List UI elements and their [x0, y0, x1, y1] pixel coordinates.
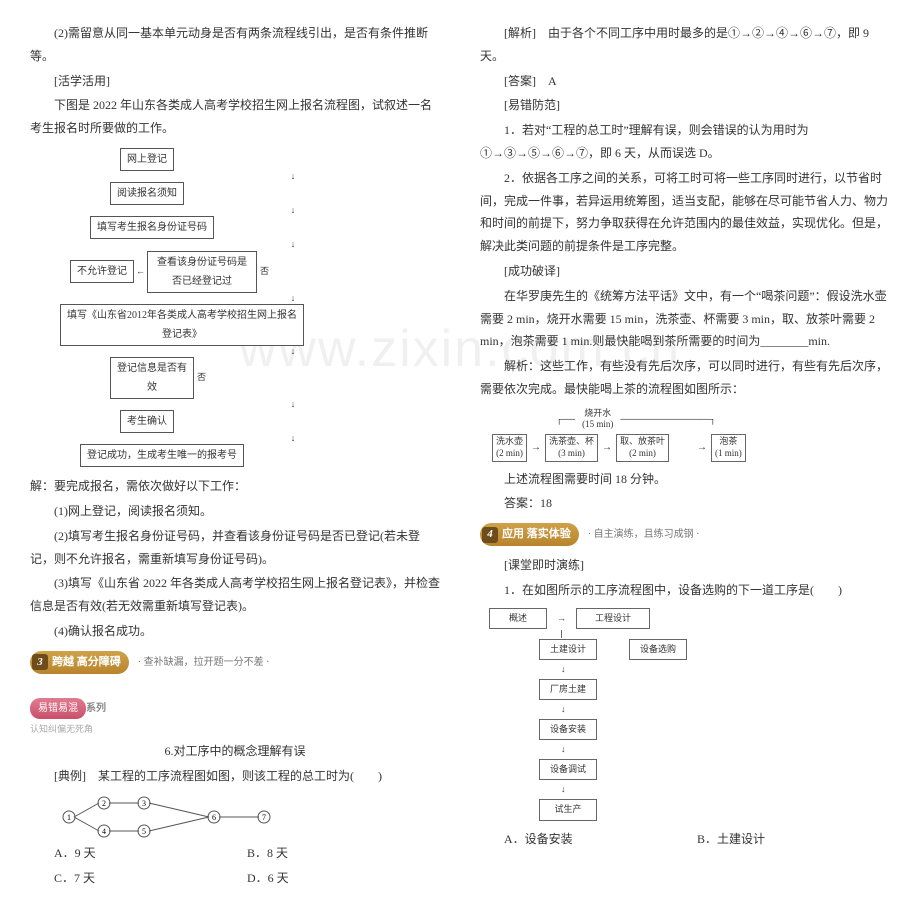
badge-number: 3: [32, 654, 48, 670]
right-column: [解析] 由于各个不同工序中用时最多的是①→②→④→⑥→⑦，即 9 天。 [答案…: [480, 20, 890, 891]
svg-text:3: 3: [142, 799, 146, 808]
badge-title: 应用: [502, 524, 524, 545]
choice-a[interactable]: A．设备安装: [504, 828, 697, 851]
badge-title: 跨越: [52, 652, 74, 673]
pill-series-label: 系列: [86, 703, 106, 714]
tea-answer: 答案：18: [480, 492, 890, 515]
solution-step: (1)网上登记，阅读报名须知。: [30, 500, 440, 523]
choice-b[interactable]: B．8 天: [247, 842, 440, 865]
flow-node: 设备调试: [539, 759, 597, 780]
svg-text:1: 1: [67, 813, 71, 822]
process-graph: 1 2 3 4 5 6 7: [54, 793, 440, 835]
section-badge-4: 4 应用 落实体验 · 自主演练，且练习成钢 ·: [480, 517, 890, 552]
mistake-2: 2．依据各工序之间的关系，可将工时可将一些工序同时进行，以节省时间，完成一件事，…: [480, 167, 890, 258]
solution-step: (3)填写《山东省 2022 年各类成人高考学校招生网上报名登记表》，并检查信息…: [30, 572, 440, 618]
question-6-title: 6.对工序中的概念理解有误: [30, 740, 440, 763]
para-2: (2)需留意从同一基本单元动身是否有两条流程线引出，是否有条件推断等。: [30, 22, 440, 68]
solution-step: (2)填写考生报名身份证号码，并查看该身份证号码是否已登记(若未登记，则不允许报…: [30, 525, 440, 571]
para-question: 下图是 2022 年山东各类成人高考学校招生网上报名流程图，试叙述一名考生报名时…: [30, 94, 440, 140]
example-question: [典例] 某工程的工序流程图如图，则该工程的总工时为( ): [30, 765, 440, 788]
analysis: [解析] 由于各个不同工序中用时最多的是①→②→④→⑥→⑦，即 9 天。: [480, 22, 890, 68]
badge-subtitle: 落实体验: [527, 524, 571, 545]
tea-node: 洗水壶(2 min): [492, 434, 527, 461]
svg-text:4: 4: [102, 827, 106, 836]
choice-d[interactable]: D．6 天: [247, 867, 440, 890]
equipment-flowchart: 概述 → 工程设计 土建设计 设备选购 ↓ 厂房土建 ↓ 设备安装 ↓ 设备: [489, 608, 890, 821]
solution-intro: 解：要完成报名，需依次做好以下工作：: [30, 475, 440, 498]
flow-node: 考生确认: [120, 410, 174, 433]
section-success: [成功破译]: [480, 260, 890, 283]
answer: [答案] A: [480, 70, 890, 93]
pill-label: 易错易混: [30, 698, 86, 719]
tea-node: 泡茶(1 min): [711, 434, 746, 461]
two-column-layout: (2)需留意从同一基本单元动身是否有两条流程线引出，是否有条件推断等。 [活学活…: [30, 20, 890, 891]
pill-row: 易错易混系列 认知纠偏无死角: [30, 692, 440, 738]
flow-node: 概述: [489, 608, 547, 629]
tea-node: 取、放茶叶(2 min): [616, 434, 669, 461]
svg-text:6: 6: [212, 813, 216, 822]
registration-flowchart: 网上登记 ↓ 阅读报名须知 ↓ 填写考生报名身份证号码 ↓ 不允许登记 ← 查看…: [70, 148, 440, 467]
section-badge-3: 3 跨越 高分障碍 · 查补缺漏，拉开题一分不差 ·: [30, 645, 440, 680]
flow-node: 阅读报名须知: [110, 182, 184, 205]
arrow-icon: →: [531, 438, 541, 457]
tea-node: 烧开水(15 min): [579, 407, 616, 432]
flow-node: 设备安装: [539, 719, 597, 740]
pill-subline: 认知纠偏无死角: [30, 721, 440, 738]
section-huoxue: [活学活用]: [30, 70, 440, 93]
flow-node: 厂房土建: [539, 679, 597, 700]
tea-result: 上述流程图需要时间 18 分钟。: [480, 468, 890, 491]
flow-edge-label: 否: [260, 263, 269, 280]
flow-node: 填写《山东省2012年各类成人高考学校招生网上报名登记表》: [60, 304, 304, 346]
section-mistake: [易错防范]: [480, 94, 890, 117]
badge-subtitle: 高分障碍: [77, 652, 121, 673]
flow-node: 工程设计: [576, 608, 650, 629]
mistake-1: 1．若对“工程的总工时”理解有误，则会错误的认为用时为①→③→⑤→⑥→⑦，即 6…: [480, 119, 890, 165]
answer-choices: A．9 天 B．8 天 C．7 天 D．6 天: [54, 841, 440, 891]
choice-b[interactable]: B．土建设计: [697, 828, 890, 851]
svg-text:7: 7: [262, 813, 266, 822]
choice-a[interactable]: A．9 天: [54, 842, 247, 865]
flow-node: 查看该身份证号码是否已经登记过: [147, 251, 257, 293]
flow-node: 设备选购: [629, 639, 687, 660]
success-text: 在华罗庚先生的《统筹方法平话》文中，有一个“喝茶问题”：假设洗水壶需要 2 mi…: [480, 285, 890, 353]
left-column: (2)需留意从同一基本单元动身是否有两条流程线引出，是否有条件推断等。 [活学活…: [30, 20, 440, 891]
flow-node: 登记信息是否有效: [110, 357, 194, 399]
flow-node: 网上登记: [120, 148, 174, 171]
badge-number: 4: [482, 527, 498, 543]
flow-edge-label: 否: [197, 369, 206, 386]
badge-tagline: · 查补缺漏，拉开题一分不差 ·: [138, 657, 270, 668]
svg-text:5: 5: [142, 827, 146, 836]
flow-node: 不允许登记: [70, 260, 134, 283]
exercise-q1: 1．在如图所示的工序流程图中，设备选购的下一道工序是( ): [480, 579, 890, 602]
arrow-icon: →: [602, 438, 612, 457]
flow-node: 填写考生报名身份证号码: [90, 216, 214, 239]
answer-choices-2: A．设备安装 B．土建设计: [504, 827, 890, 852]
arrow-icon: →: [697, 438, 707, 457]
flow-node: 试生产: [539, 799, 597, 820]
solution-step: (4)确认报名成功。: [30, 620, 440, 643]
flow-node: 土建设计: [539, 639, 597, 660]
choice-c[interactable]: C．7 天: [54, 867, 247, 890]
process-graph-svg: 1 2 3 4 5 6 7: [54, 793, 294, 841]
tea-node: 洗茶壶、杯(3 min): [545, 434, 598, 461]
tea-flowchart: ┌── 烧开水(15 min) ──────────────┐ 洗水壶(2 mi…: [492, 407, 890, 462]
flow-node: 登记成功，生成考生唯一的报考号: [80, 444, 244, 467]
success-analysis: 解析：这些工作，有些没有先后次序，可以同时进行，有些有先后次序，需要依次完成。最…: [480, 355, 890, 401]
badge-tagline: · 自主演练，且练习成钢 ·: [588, 529, 700, 540]
section-exercise: [课堂即时演练]: [480, 554, 890, 577]
arrow-icon: →: [557, 610, 566, 627]
svg-text:2: 2: [102, 799, 106, 808]
